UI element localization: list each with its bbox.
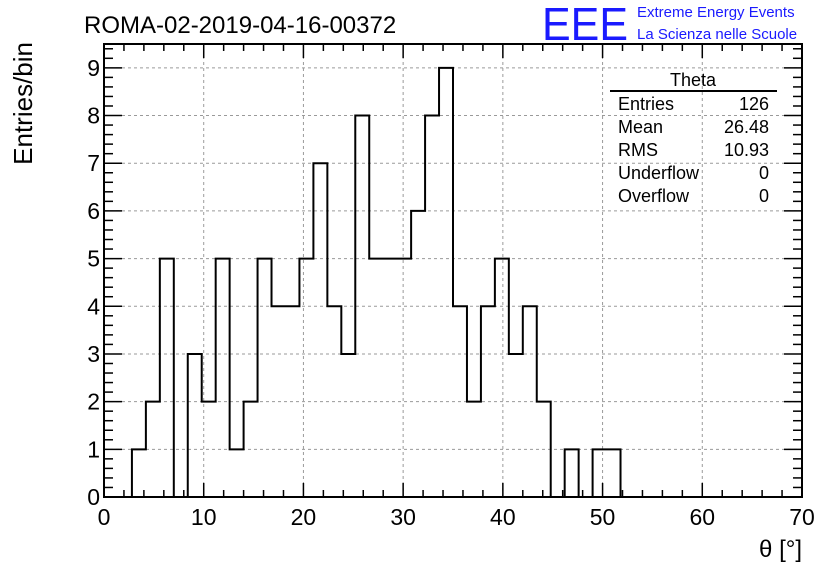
histogram-bin: [495, 259, 509, 497]
histogram-bin: [230, 449, 244, 497]
histogram-outline: [104, 66, 802, 498]
y-tick-label: 8: [87, 103, 100, 129]
x-tick-label: 10: [191, 504, 217, 530]
tick-labels: 0 10 20 30 40 50 60 70 0 1 2 3 4 5 6 7 8 9: [87, 55, 815, 530]
plot-frame: [103, 43, 803, 498]
histogram-bin: [509, 354, 523, 497]
histogram-bin: [258, 259, 272, 497]
y-tick-label: 0: [87, 484, 100, 510]
histogram-bin: [369, 259, 383, 497]
chart-title: ROMA-02-2019-04-16-00372: [84, 12, 396, 39]
x-tick-label: 70: [789, 504, 815, 530]
histogram-bin: [607, 449, 621, 497]
stats-value: 0: [759, 186, 769, 206]
y-tick-label: 6: [87, 198, 100, 224]
stats-rows: Entries 126 Mean 26.48 RMS 10.93 Underflow 0 Ove…: [618, 94, 769, 206]
histogram-bin: [565, 449, 579, 497]
logo-text: EEE: [542, 0, 628, 50]
x-tick-label: 0: [98, 504, 111, 530]
histogram-bin: [593, 449, 607, 497]
histogram-bin: [216, 259, 230, 497]
histogram-bin: [160, 259, 174, 497]
stats-label: Underflow: [618, 163, 700, 183]
histogram-bin: [383, 259, 397, 497]
y-tick-label: 3: [87, 341, 100, 367]
histogram-bin: [188, 354, 202, 497]
stats-value: 126: [739, 94, 769, 114]
x-tick-label: 50: [590, 504, 616, 530]
stats-label: RMS: [618, 140, 658, 160]
stats-label: Mean: [618, 117, 663, 137]
stats-value: 26.48: [724, 117, 769, 137]
axes: [103, 43, 803, 498]
histogram-bin: [341, 354, 355, 497]
stats-value: 0: [759, 163, 769, 183]
x-axis-label: θ [°]: [759, 536, 802, 563]
x-tick-label: 40: [490, 504, 516, 530]
eee-logo: EEE Extreme Energy Events La Scienza nel…: [542, 0, 797, 50]
histogram-bin: [313, 163, 327, 497]
y-tick-label: 7: [87, 150, 100, 176]
stats-value: 10.93: [724, 140, 769, 160]
histogram-bin: [439, 68, 453, 497]
x-tick-label: 20: [291, 504, 317, 530]
y-tick-label: 1: [87, 436, 100, 462]
histogram-bin: [299, 259, 313, 497]
y-axis-label: Entries/bin: [8, 42, 38, 165]
x-tick-label: 30: [390, 504, 416, 530]
histogram-bin: [132, 449, 146, 497]
x-tick-label: 60: [689, 504, 715, 530]
logo-line-1: Extreme Energy Events: [637, 4, 795, 21]
y-tick-label: 4: [87, 293, 100, 319]
y-tick-label: 9: [87, 55, 100, 81]
logo-line-2: La Scienza nelle Scuole: [637, 26, 797, 43]
stats-label: Overflow: [618, 186, 690, 206]
stats-label: Entries: [618, 94, 674, 114]
stats-box: Theta Entries 126 Mean 26.48 RMS 10.93 Underfl…: [610, 70, 777, 206]
histogram-bin: [397, 259, 411, 497]
stats-title: Theta: [670, 70, 717, 90]
histogram-series: [104, 66, 802, 498]
y-tick-label: 5: [87, 246, 100, 272]
y-tick-label: 2: [87, 389, 100, 415]
